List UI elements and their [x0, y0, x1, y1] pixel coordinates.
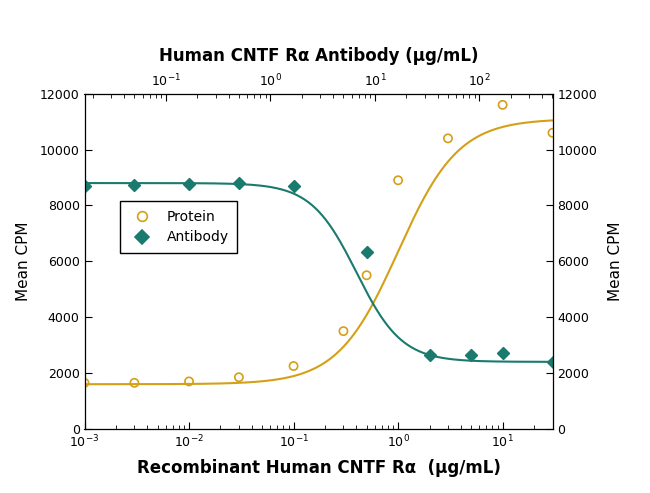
Point	[234, 179, 244, 187]
Point	[361, 247, 372, 255]
Point	[361, 271, 372, 279]
Y-axis label: Mean CPM: Mean CPM	[608, 221, 623, 301]
Point	[466, 351, 476, 359]
Point	[547, 129, 558, 137]
Legend: Protein, Antibody: Protein, Antibody	[120, 201, 237, 253]
Point	[289, 362, 299, 370]
Point	[547, 358, 558, 366]
Point	[234, 373, 244, 381]
Point	[497, 350, 508, 357]
Point	[129, 181, 140, 189]
Point	[497, 101, 508, 109]
X-axis label: Recombinant Human CNTF Rα  (μg/mL): Recombinant Human CNTF Rα (μg/mL)	[136, 458, 501, 477]
Point	[184, 378, 194, 386]
Point	[338, 327, 348, 335]
Point	[79, 379, 90, 387]
Point	[424, 351, 435, 359]
Point	[184, 180, 194, 188]
Point	[289, 182, 299, 190]
Point	[393, 176, 403, 184]
Point	[443, 135, 453, 142]
Point	[129, 379, 140, 387]
Point	[79, 182, 90, 190]
Y-axis label: Mean CPM: Mean CPM	[16, 221, 31, 301]
X-axis label: Human CNTF Rα Antibody (μg/mL): Human CNTF Rα Antibody (μg/mL)	[159, 47, 478, 65]
